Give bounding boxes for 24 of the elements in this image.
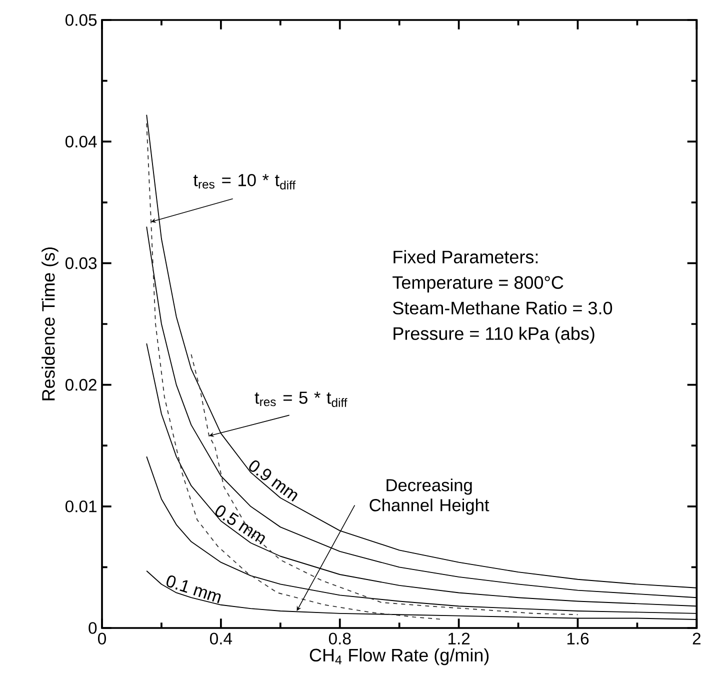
x-tick-label: 0 bbox=[98, 632, 106, 645]
y-tick-label: 0.05 bbox=[66, 14, 97, 26]
annotation: Decreasing Channel Height bbox=[370, 478, 490, 515]
x-tick-label: 2 bbox=[692, 632, 700, 644]
text: 0.9 mm bbox=[249, 460, 298, 502]
text: 0.5 mm bbox=[215, 505, 265, 544]
x-tick-label: 1.2 bbox=[448, 632, 470, 644]
y-tick-label: 0.01 bbox=[66, 500, 96, 512]
x-axis-title: CH$_{4}$ Flow Rate (g/min) bbox=[310, 648, 489, 666]
annotation: t$_{res}$ = 10 * t$_{diff}$ bbox=[193, 174, 296, 190]
y-tick-label: 0.04 bbox=[66, 136, 97, 148]
y-tick-label: 0.02 bbox=[66, 378, 96, 391]
annotation: Temperature = 800°C bbox=[392, 276, 564, 292]
y-axis-title: Residence Time (s) bbox=[42, 247, 58, 400]
y-tick-label: 0.03 bbox=[66, 257, 97, 270]
annotation: t$_{res}$ = 5 * t$_{diff}$ bbox=[254, 392, 348, 408]
annotation: Steam-Methane Ratio = 3.0 bbox=[392, 301, 612, 314]
x-tick-label: 0.4 bbox=[210, 632, 232, 645]
annotation: Fixed Parameters: bbox=[394, 250, 538, 264]
text: 0.1 mm bbox=[166, 575, 221, 604]
x-tick-label: 1.6 bbox=[567, 632, 589, 645]
x-tick-label: 0.8 bbox=[328, 632, 351, 645]
y-tick-label: 0 bbox=[88, 622, 97, 634]
annotation: Pressure = 110 kPa (abs) bbox=[394, 326, 594, 344]
